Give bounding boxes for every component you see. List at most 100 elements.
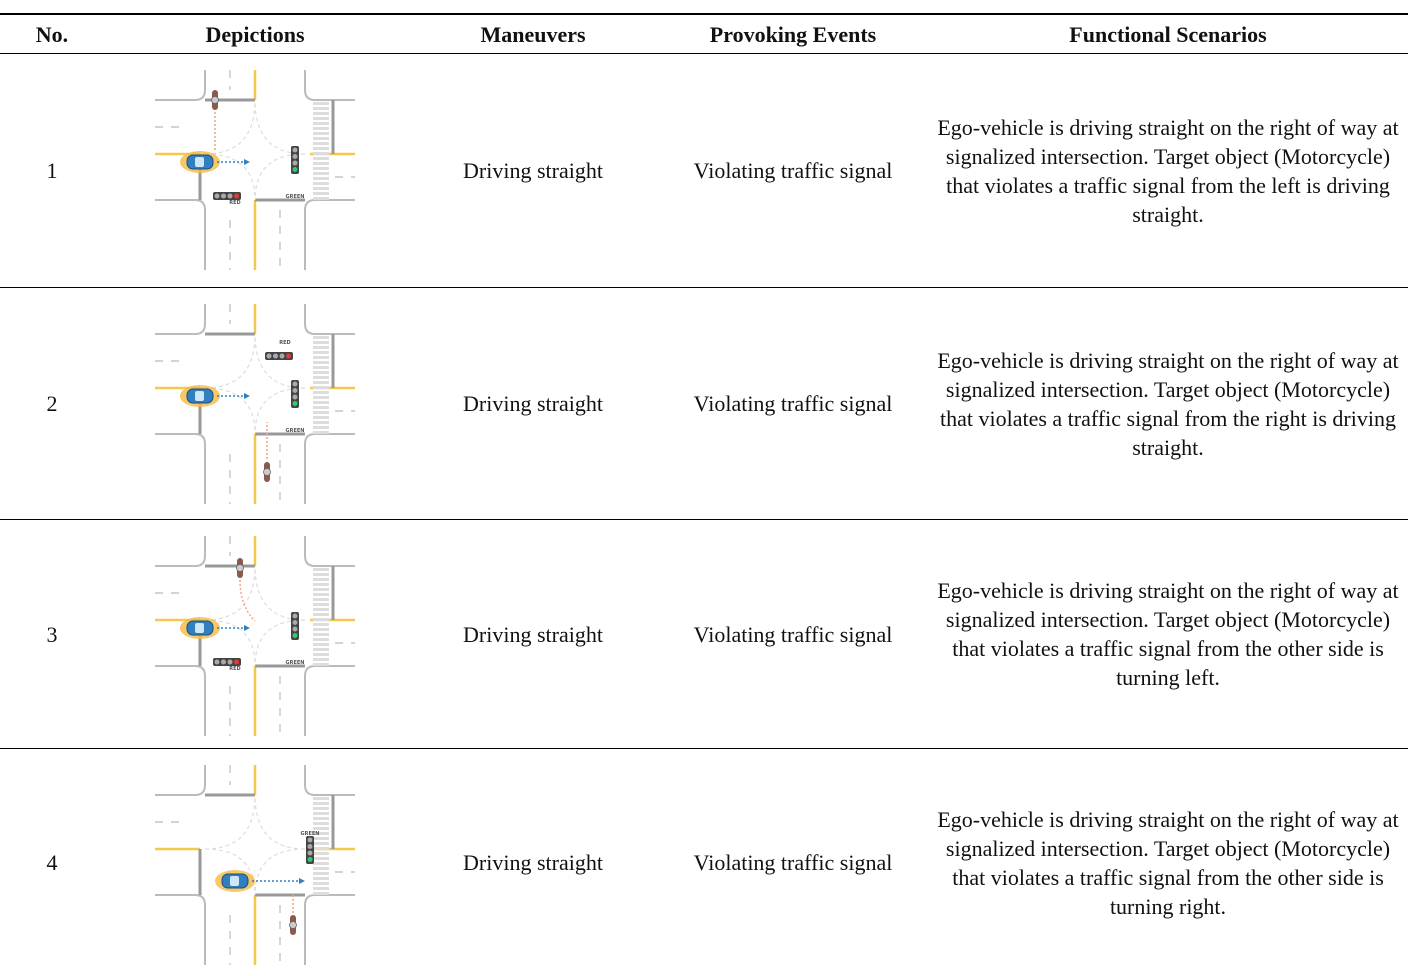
signal-lamp [307,837,313,843]
header-rule [0,53,1408,54]
road-edge [304,765,355,796]
column-header: Functional Scenarios [1069,21,1267,47]
signal-lamp [266,353,272,359]
crosswalk-stripe [313,346,329,349]
signal-lamp [279,353,285,359]
scenario-cell: Ego-vehicle is driving straight on the r… [937,578,1399,690]
road-edge [304,894,355,965]
crosswalk-stripe [313,356,329,359]
crosswalk-stripe [313,832,329,835]
crosswalk-stripe [313,822,329,825]
guide-curve [204,99,306,201]
road-edge [155,765,206,796]
motorcycle-path [239,579,256,622]
ego-arrowhead [244,393,250,399]
signal-lamp [227,659,233,665]
scenario-cell: Ego-vehicle is driving straight on the r… [937,114,1399,227]
road-edge [155,304,206,335]
crosswalk-stripe [313,401,329,404]
road-edge [155,70,206,101]
event-cell: Violating traffic signal [693,158,893,183]
crosswalk-stripe [313,172,329,175]
traffic-light [306,836,314,864]
crosswalk-stripe [313,837,329,840]
scenario-cell: Ego-vehicle is driving straight on the r… [937,806,1399,919]
crosswalk-stripe [313,197,329,200]
rider [211,96,219,104]
road-edge [155,433,206,504]
depiction: RED GREEN [155,536,355,736]
traffic-light [213,658,241,666]
signal-lamp [234,193,239,199]
road-edge [304,199,355,270]
depiction: RED GREEN [155,304,355,504]
crosswalk-stripe [313,341,329,344]
road-edge [155,665,206,736]
crosswalk-stripe [313,406,329,409]
signal-lamp [292,394,298,400]
signal-lamp [273,353,278,359]
row-rule [0,287,1408,288]
signal-lamp [307,857,313,862]
event-cell: Violating traffic signal [693,621,893,647]
crosswalk-stripe [313,132,329,135]
traffic-light [291,380,299,408]
crosswalk-stripe [313,882,329,885]
crosswalk-stripe [313,797,329,800]
crosswalk-stripe [313,588,329,591]
crosswalk-stripe [313,117,329,120]
no-cell: 3 [46,621,58,647]
top-rule [0,13,1408,15]
guide-curve [204,333,306,435]
crosswalk-stripe [313,628,329,631]
signal-label: RED [229,666,240,672]
crosswalk-stripe [313,416,329,419]
road-edge [304,70,355,101]
crosswalk-stripe [313,152,329,155]
crosswalk-stripe [313,862,329,865]
signal-lamp [292,388,298,393]
maneuver-cell: Driving straight [463,850,603,875]
signal-lamp [292,154,298,159]
signal-lamp [292,160,298,166]
crosswalk-stripe [313,638,329,641]
signal-lamp [292,401,298,406]
traffic-light [291,612,299,640]
crosswalk-stripe [313,381,329,384]
maneuver-cell: Driving straight [463,391,603,416]
scenario-cell: Ego-vehicle is driving straight on the r… [937,347,1399,460]
crosswalk-stripe [313,623,329,626]
crosswalk-stripe [313,102,329,105]
ego-arrowhead [299,878,305,884]
crosswalk-stripe [313,827,329,830]
road-edge [155,536,206,567]
signal-lamp [292,626,298,632]
signal-label: GREEN [286,194,305,200]
car-window [195,157,204,167]
crosswalk-stripe [313,192,329,195]
column-header: Maneuvers [480,21,586,47]
crosswalk-stripe [313,127,329,130]
crosswalk-stripe [313,653,329,656]
maneuver-cell: Driving straight [463,158,603,183]
signal-lamp [286,353,291,359]
column-header: Depictions [205,21,305,47]
ego-arrowhead [244,159,250,165]
no-cell: 4 [46,850,58,875]
crosswalk-stripe [313,887,329,890]
signal-label: RED [229,200,240,206]
crosswalk-stripe [313,396,329,399]
crosswalk-stripe [313,426,329,429]
traffic-light [213,192,241,200]
crosswalk-stripe [313,573,329,576]
crosswalk-stripe [313,807,329,810]
crosswalk-stripe [313,648,329,651]
signal-lamp [214,193,220,199]
crosswalk-stripe [313,603,329,606]
crosswalk-stripe [313,578,329,581]
crosswalk-stripe [313,162,329,165]
crosswalk-stripe [313,112,329,115]
car-window [195,391,204,401]
crosswalk-stripe [313,643,329,646]
maneuver-cell: Driving straight [463,621,603,647]
